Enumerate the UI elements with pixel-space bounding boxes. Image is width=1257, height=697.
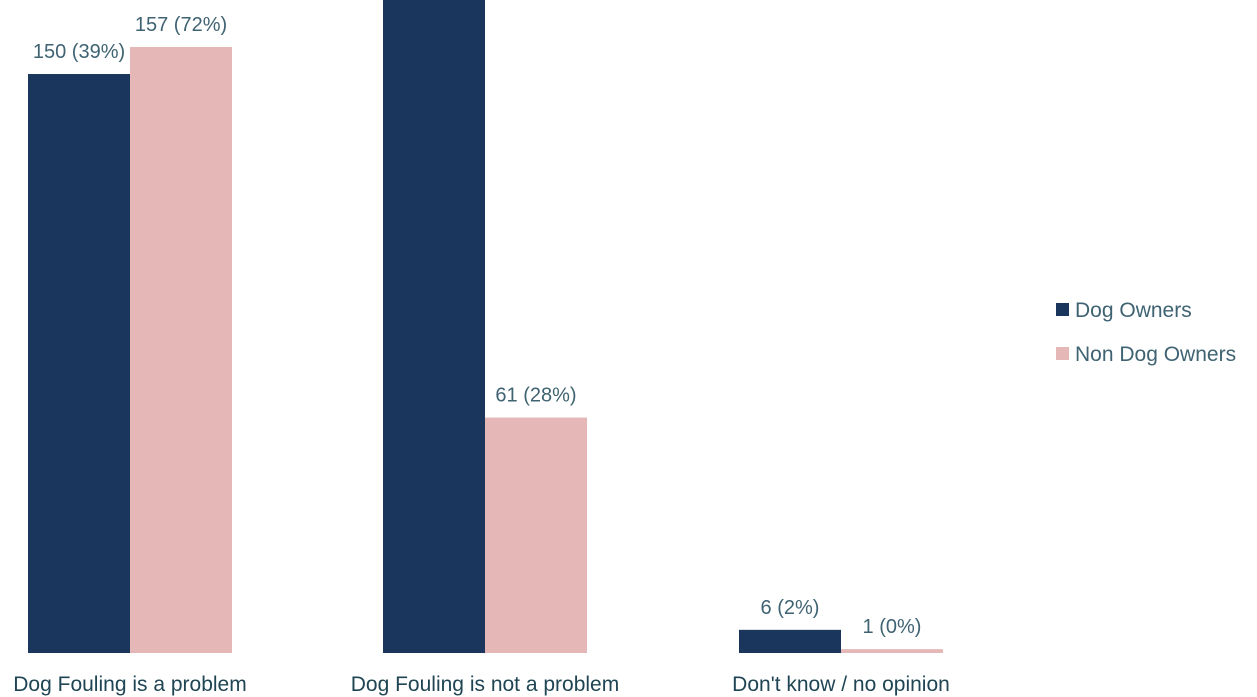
legend-swatch-non-dog-owners [1056, 347, 1069, 360]
bar-non-dog-owners-don-t-know-no-opinion [841, 649, 943, 653]
data-label-dog-owners-don-t-know-no-opinion: 6 (2%) [761, 597, 820, 619]
legend: Dog Owners Non Dog Owners [1056, 299, 1236, 366]
bar-dog-owners-dog-fouling-is-a-problem [28, 74, 130, 654]
legend-label-dog-owners: Dog Owners [1075, 299, 1192, 322]
bar-non-dog-owners-dog-fouling-is-a-problem [130, 47, 232, 653]
category-label-dog-fouling-is-a-problem: Dog Fouling is a problem [13, 673, 246, 696]
data-label-non-dog-owners-don-t-know-no-opinion: 1 (0%) [863, 616, 922, 638]
bars [28, 0, 943, 654]
data-label-dog-owners-dog-fouling-is-a-problem: 150 (39%) [33, 41, 125, 63]
data-label-non-dog-owners-dog-fouling-is-a-problem: 157 (72%) [135, 14, 227, 36]
category-labels: Dog Fouling is a problem Dog Fouling is n… [13, 673, 950, 696]
legend-swatch-dog-owners [1056, 303, 1069, 316]
category-label-don-t-know-no-opinion: Don't know / no opinion [732, 673, 950, 696]
legend-label-non-dog-owners: Non Dog Owners [1075, 343, 1236, 366]
bar-dog-owners-don-t-know-no-opinion [739, 629, 841, 653]
bar-non-dog-owners-dog-fouling-is-not-a-problem [485, 417, 587, 653]
category-label-dog-fouling-is-not-a-problem: Dog Fouling is not a problem [351, 673, 619, 696]
bar-labels: 150 (39%)157 (72%)227 (59%)61 (28%)6 (2%… [33, 14, 922, 638]
data-label-non-dog-owners-dog-fouling-is-not-a-problem: 61 (28%) [495, 385, 576, 407]
bar-dog-owners-dog-fouling-is-not-a-problem [383, 0, 485, 654]
